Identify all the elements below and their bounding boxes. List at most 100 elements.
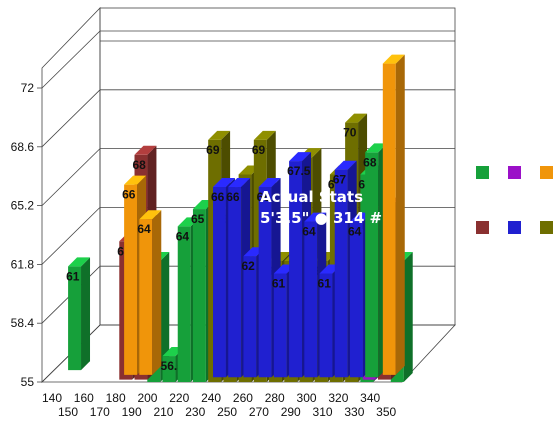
bar-top <box>208 130 231 140</box>
x-tick-label: 340 <box>360 391 380 405</box>
bar: 68 <box>363 143 388 378</box>
legend <box>476 166 553 234</box>
data-label: 64 <box>176 229 190 243</box>
bar <box>382 54 405 375</box>
data-label: 62 <box>241 259 255 273</box>
tick-labels: 55 58.4 61.8 65.2 68.6 72 140 160 180 200 220 240 26… <box>11 81 397 419</box>
bars: 6256.56465696567696262686267706762636864… <box>66 54 413 383</box>
x-tick-label: 150 <box>58 405 78 419</box>
bar-front <box>68 266 82 371</box>
y-tick-label: 65.2 <box>11 199 35 213</box>
annotation-line2: 5'3.5" ● 314 # <box>260 209 382 227</box>
bar-front <box>382 63 396 375</box>
bar-front <box>213 187 226 378</box>
legend-swatch <box>540 166 553 179</box>
data-label: 61 <box>66 269 80 283</box>
x-tick-label: 250 <box>217 405 237 419</box>
data-label: 66 <box>211 190 225 204</box>
bar-top <box>258 178 281 188</box>
bar-top <box>334 160 357 170</box>
bar-side <box>81 257 91 371</box>
x-tick-label: 270 <box>249 405 269 419</box>
bar-top <box>304 212 327 222</box>
x-tick-label: 290 <box>281 405 301 419</box>
x-tick-label: 140 <box>42 391 62 405</box>
bar-front <box>319 273 333 378</box>
bar-front <box>258 187 272 378</box>
legend-swatch <box>540 221 553 234</box>
data-label: 61 <box>272 276 286 290</box>
bar-top <box>365 143 388 153</box>
bar-front <box>162 356 176 382</box>
bar-top <box>253 130 276 140</box>
bar-top <box>289 152 312 162</box>
bar-side <box>395 54 405 375</box>
x-tick-label: 320 <box>328 391 348 405</box>
data-label: 64 <box>137 222 151 236</box>
bar-top <box>345 113 368 123</box>
bar-top <box>139 210 162 220</box>
bar: 64 <box>137 210 162 375</box>
data-label: 61 <box>318 276 332 290</box>
data-label: 69 <box>206 143 220 157</box>
legend-swatch <box>476 166 489 179</box>
x-tick-label: 190 <box>122 405 142 419</box>
legend-swatch <box>476 221 489 234</box>
y-tick-label: 55 <box>21 375 35 389</box>
bar-top <box>124 175 147 185</box>
gridline <box>41 148 101 206</box>
x-tick-label: 350 <box>376 405 396 419</box>
x-tick-label: 200 <box>137 391 157 405</box>
bar-front <box>124 184 138 375</box>
data-label: 64 <box>302 225 316 239</box>
bar-front <box>304 221 318 378</box>
bar-top <box>228 178 251 188</box>
data-label: 69 <box>252 143 266 157</box>
bar-top <box>134 145 157 155</box>
x-tick-label: 280 <box>265 391 285 405</box>
bar-front <box>228 187 242 378</box>
legend-swatch <box>508 166 521 179</box>
bar-front <box>139 219 153 375</box>
data-label: 67.5 <box>287 164 311 178</box>
x-tick-label: 230 <box>185 405 205 419</box>
x-tick-label: 240 <box>201 391 221 405</box>
bar-front <box>349 221 363 378</box>
gridline <box>41 89 101 148</box>
bar-front <box>273 273 287 378</box>
x-tick-label: 330 <box>344 405 364 419</box>
data-label: 70 <box>343 126 357 140</box>
bar-top <box>213 178 235 188</box>
y-tick-label: 61.8 <box>11 257 35 271</box>
data-label: 68 <box>133 158 147 172</box>
bar-side <box>160 251 170 382</box>
y-tick-label: 72 <box>21 81 35 95</box>
data-label: 64 <box>348 225 362 239</box>
x-tick-label: 260 <box>233 391 253 405</box>
bar-front <box>365 152 379 378</box>
bar-front <box>243 256 257 378</box>
bar-top <box>68 257 91 267</box>
bar-front <box>192 209 206 382</box>
legend-swatch <box>508 221 521 234</box>
data-label: 68 <box>363 155 377 169</box>
data-label: 66 <box>122 188 136 202</box>
data-label: 66 <box>257 190 271 204</box>
x-tick-label: 310 <box>313 405 333 419</box>
x-tick-label: 210 <box>153 405 173 419</box>
gridline <box>41 30 101 89</box>
x-tick-label: 160 <box>74 391 94 405</box>
annotation-line1: Actual Stats <box>260 188 363 206</box>
x-tick-label: 170 <box>90 405 110 419</box>
y-tick-label: 68.6 <box>11 140 35 154</box>
bar-side <box>152 210 162 375</box>
bar: 61 <box>66 257 91 371</box>
x-tick-label: 220 <box>169 391 189 405</box>
data-label: 66 <box>226 190 240 204</box>
bar-front <box>177 226 191 382</box>
x-tick-label: 180 <box>106 391 126 405</box>
bar-side <box>403 251 413 382</box>
gridline <box>41 207 101 265</box>
annotation: Actual Stats 5'3.5" ● 314 # <box>260 188 382 227</box>
